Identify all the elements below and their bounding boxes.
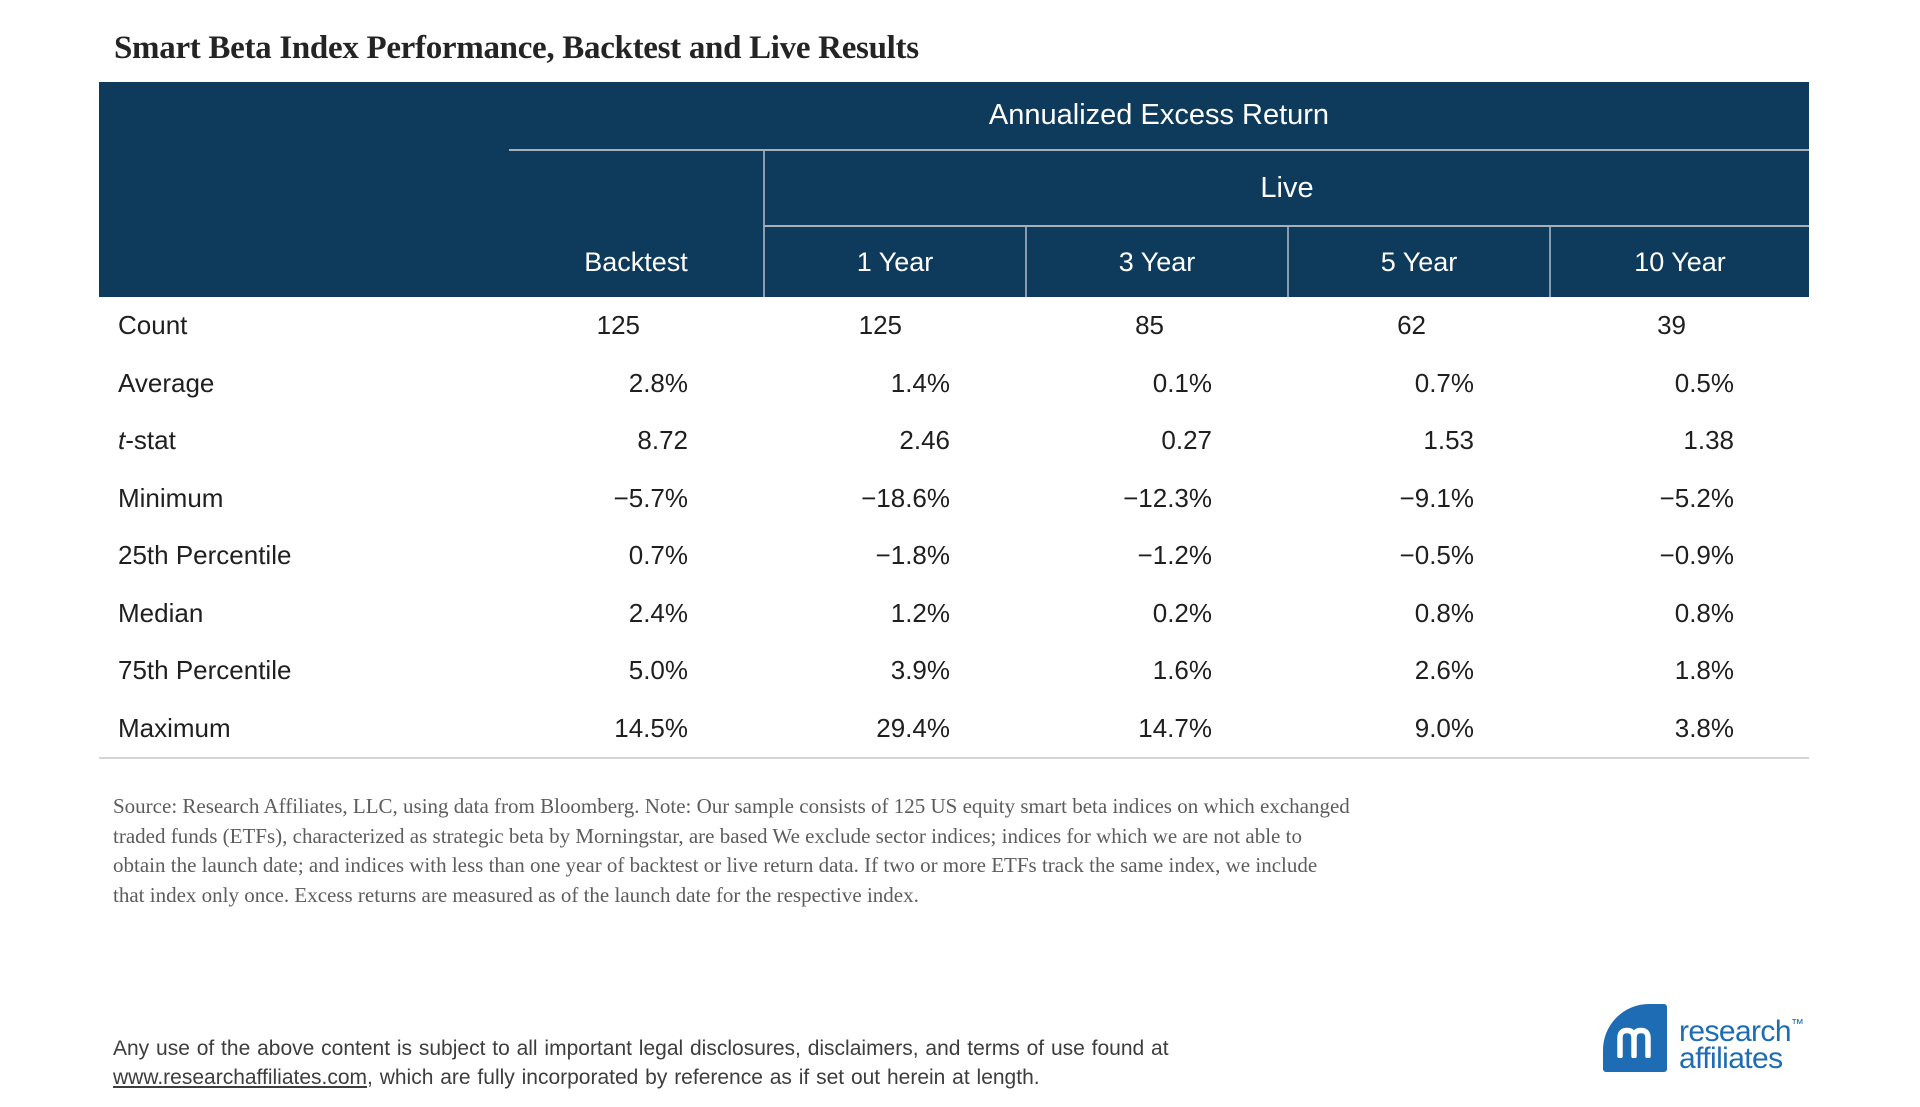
table-cell: 3.8% — [1674, 712, 1734, 743]
table-row: 25th Percentile 0.7% −1.8% −1.2% −0.5% −… — [99, 527, 1809, 585]
table-cell: 0.1% — [1152, 367, 1212, 398]
table-row: 75th Percentile 5.0% 3.9% 1.6% 2.6% 1.8% — [99, 642, 1809, 700]
table-cell: 62 — [1397, 310, 1426, 341]
column-header-1-year: 1 Year — [763, 227, 1025, 297]
table-cell: 8.72 — [637, 425, 688, 456]
source-note-line: traded funds (ETFs), characterized as st… — [113, 823, 1302, 848]
table-cell: 1.2% — [890, 597, 950, 628]
table-cell: 125 — [596, 310, 640, 341]
group-header-annualized-excess-return: Annualized Excess Return — [509, 82, 1809, 151]
table-cell: 0.7% — [628, 540, 688, 571]
table-cell: 1.38 — [1683, 425, 1734, 456]
header-row-columns: Backtest 1 Year 3 Year 5 Year 10 Year — [99, 227, 1809, 297]
trademark-symbol: ™ — [1790, 1016, 1804, 1031]
table-cell: −0.5% — [1399, 540, 1474, 571]
row-label: t-stat — [118, 425, 176, 456]
header-spacer — [99, 227, 509, 297]
table-cell: 2.4% — [628, 597, 688, 628]
page-title: Smart Beta Index Performance, Backtest a… — [114, 30, 919, 66]
table-cell: 0.2% — [1152, 597, 1212, 628]
logo-line1: research — [1679, 1015, 1792, 1048]
table-cell: −5.2% — [1659, 482, 1734, 513]
header-row-live: Live — [99, 151, 1809, 227]
table-header: Annualized Excess Return Live Backtest 1… — [99, 82, 1809, 297]
table-cell: −9.1% — [1399, 482, 1474, 513]
column-header-10-year: 10 Year — [1549, 227, 1809, 297]
table-row: Median 2.4% 1.2% 0.2% 0.8% 0.8% — [99, 585, 1809, 643]
header-spacer — [99, 151, 763, 227]
source-note: Source: Research Affiliates, LLC, using … — [113, 792, 1350, 910]
column-header-3-year: 3 Year — [1025, 227, 1287, 297]
table-cell: −5.7% — [613, 482, 688, 513]
source-note-line: obtain the launch date; and indices with… — [113, 853, 1318, 877]
table-cell: 3.9% — [890, 655, 950, 686]
logo-wordmark: research™ affiliates — [1679, 1004, 1804, 1075]
table-cell: 1.8% — [1674, 655, 1734, 686]
column-header-backtest: Backtest — [584, 246, 688, 277]
table-cell: 1.4% — [890, 367, 950, 398]
table-row: Count 125 125 85 62 39 — [99, 297, 1809, 355]
table-cell: 2.6% — [1414, 655, 1474, 686]
table-cell: 0.5% — [1674, 367, 1734, 398]
table-cell: −18.6% — [861, 482, 950, 513]
source-note-line: that index only once. Excess returns are… — [113, 882, 919, 907]
website-link[interactable]: www.researchaffiliates.com — [113, 1065, 368, 1089]
table-cell: 85 — [1135, 310, 1164, 341]
table-cell: 9.0% — [1414, 712, 1474, 743]
table-cell: 0.27 — [1161, 425, 1212, 456]
table-row: Average 2.8% 1.4% 0.1% 0.7% 0.5% — [99, 355, 1809, 413]
table-cell: 39 — [1657, 310, 1686, 341]
table-row: Maximum 14.5% 29.4% 14.7% 9.0% 3.8% — [99, 700, 1809, 758]
row-label: Average — [118, 367, 215, 398]
header-spacer — [99, 82, 509, 151]
row-label: 25th Percentile — [118, 540, 292, 571]
legal-line1: Any use of the above content is subject … — [113, 1037, 1169, 1060]
row-label: Median — [118, 597, 204, 628]
row-label: Maximum — [118, 712, 231, 743]
research-affiliates-logo: research™ affiliates — [1603, 1004, 1804, 1075]
legal-line2: , which are fully incorporated by refere… — [367, 1065, 1040, 1089]
table-cell: 1.6% — [1152, 655, 1212, 686]
table-cell: 2.46 — [899, 425, 950, 456]
table-cell: 125 — [858, 310, 902, 341]
performance-table: Annualized Excess Return Live Backtest 1… — [99, 82, 1809, 759]
table-cell: 2.8% — [628, 367, 688, 398]
row-label: 75th Percentile — [118, 655, 292, 686]
table-cell: 0.8% — [1674, 597, 1734, 628]
table-row: t-stat 8.72 2.46 0.27 1.53 1.38 — [99, 412, 1809, 470]
legal-disclaimer: Any use of the above content is subject … — [113, 1035, 1169, 1092]
table-cell: −0.9% — [1659, 540, 1734, 571]
table-row: Minimum −5.7% −18.6% −12.3% −9.1% −5.2% — [99, 470, 1809, 528]
table-cell: −12.3% — [1123, 482, 1212, 513]
source-note-line: Source: Research Affiliates, LLC, using … — [113, 794, 1350, 818]
column-header-5-year: 5 Year — [1287, 227, 1549, 297]
table-body: Count 125 125 85 62 39 Average 2.8% 1.4%… — [99, 297, 1809, 759]
table-cell: −1.8% — [875, 540, 950, 571]
table-cell: 14.7% — [1138, 712, 1212, 743]
table-cell: 0.8% — [1414, 597, 1474, 628]
table-cell: 0.7% — [1414, 367, 1474, 398]
row-label: Minimum — [118, 482, 224, 513]
table-cell: 14.5% — [614, 712, 688, 743]
group-header-live: Live — [763, 151, 1809, 227]
row-label: Count — [118, 310, 188, 341]
table-cell: 1.53 — [1423, 425, 1474, 456]
table-cell: 29.4% — [876, 712, 950, 743]
ra-monogram-icon — [1603, 1004, 1667, 1072]
logo-line2: affiliates — [1679, 1042, 1783, 1075]
header-row-group: Annualized Excess Return — [99, 82, 1809, 151]
table-cell: 5.0% — [628, 655, 688, 686]
table-cell: −1.2% — [1137, 540, 1212, 571]
